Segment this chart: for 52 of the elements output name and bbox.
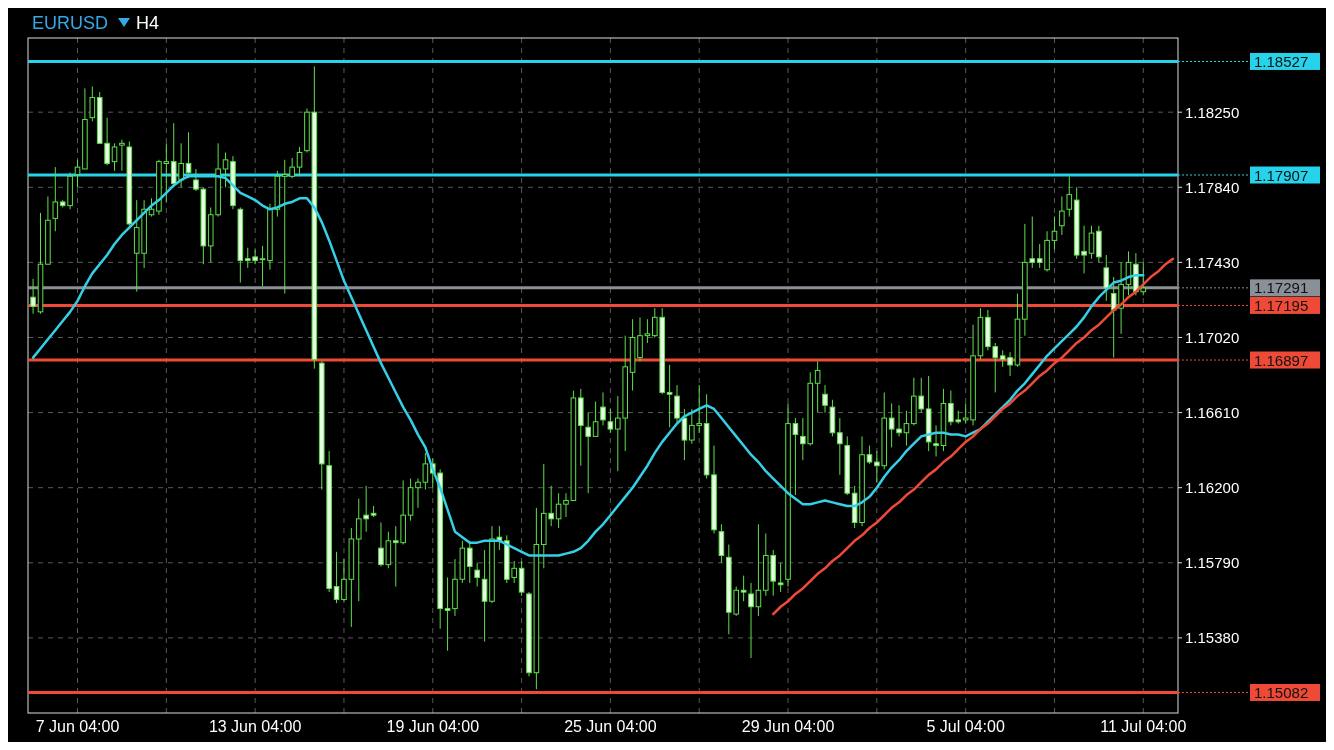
- ref-line-label: 1.18527: [1254, 52, 1309, 70]
- x-tick-label: 25 Jun 04:00: [564, 718, 657, 735]
- x-tick-label: 11 Jul 04:00: [1100, 718, 1187, 735]
- y-tick-label: 1.17840: [1185, 178, 1240, 196]
- y-tick-label: 1.18250: [1185, 103, 1240, 121]
- x-tick-label: 19 Jun 04:00: [386, 718, 480, 735]
- ref-line-label: 1.16897: [1254, 351, 1309, 369]
- candlestick: [1059, 195, 1065, 236]
- y-tick-label: 1.17430: [1185, 253, 1240, 271]
- candlestick: [89, 86, 96, 122]
- candlestick: [74, 159, 81, 188]
- candlestick: [474, 562, 480, 588]
- candlestick: [585, 412, 591, 494]
- candlestick: [1103, 254, 1110, 302]
- candlestick: [259, 245, 266, 287]
- candlestick: [30, 278, 36, 315]
- ref-line-label: 1.17291: [1254, 279, 1309, 297]
- candlestick: [1066, 175, 1073, 218]
- candlestick: [592, 401, 599, 437]
- candlestick: [296, 146, 303, 177]
- y-tick-label: 1.16200: [1185, 479, 1240, 497]
- candlestick: [814, 360, 821, 414]
- y-tick-label: 1.15790: [1185, 554, 1240, 572]
- candlestick: [600, 391, 606, 426]
- candlestick: [777, 562, 784, 593]
- candlestick: [222, 151, 229, 188]
- x-tick-label: 5 Jul 04:00: [926, 718, 1005, 735]
- candlestick: [822, 384, 828, 414]
- candlestick: [111, 142, 118, 172]
- chart-subtitle: H4: [136, 13, 160, 33]
- candlestick: [933, 424, 939, 458]
- y-tick-label: 1.16610: [1185, 404, 1240, 422]
- candlestick: [1088, 225, 1095, 260]
- candlestick: [119, 139, 125, 172]
- ref-line-label: 1.17195: [1254, 296, 1309, 314]
- x-tick-label: 29 Jun 04:00: [741, 718, 835, 735]
- ref-line-label: 1.15082: [1254, 683, 1309, 701]
- candlestick: [681, 408, 688, 461]
- x-tick-label: 7 Jun 04:00: [35, 718, 120, 735]
- ref-line-label: 1.17907: [1254, 166, 1309, 184]
- y-tick-label: 1.15380: [1185, 629, 1240, 647]
- y-tick-label: 1.17020: [1185, 328, 1240, 346]
- candlestick: [52, 166, 59, 232]
- candlestick: [666, 364, 673, 428]
- chart-title: EURUSD: [32, 13, 109, 33]
- candlestick: [674, 384, 680, 425]
- candlestick: [718, 523, 725, 564]
- candlestick: [607, 408, 614, 434]
- candlestick: [837, 417, 843, 476]
- candlestick: [740, 575, 747, 602]
- x-tick-label: 13 Jun 04:00: [208, 718, 302, 735]
- candlestick: [518, 560, 525, 597]
